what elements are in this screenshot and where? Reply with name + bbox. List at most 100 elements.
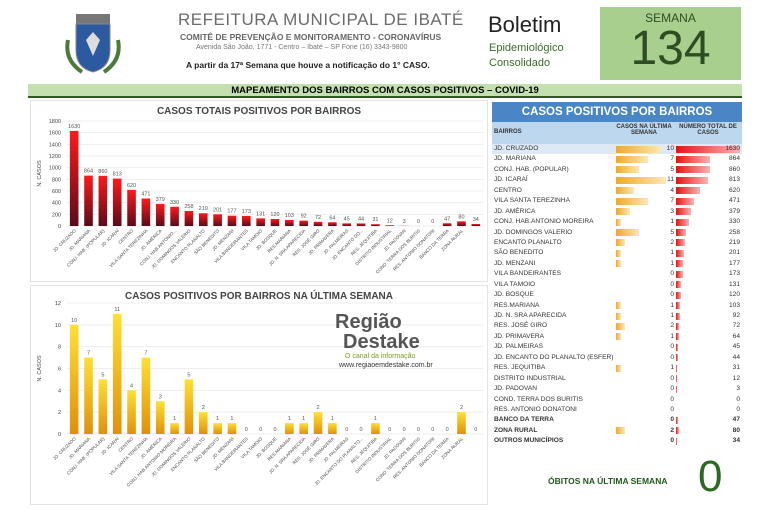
table-row: JD. PRIMAVERA 1 64 [492, 332, 742, 342]
bar [472, 224, 481, 226]
row-name: VILA SANTA TEREZINHA [494, 197, 570, 204]
total-bar [676, 365, 677, 372]
notice: A partir da 17ª Semana que houve a notif… [186, 60, 430, 70]
data-label: 0 [474, 427, 477, 433]
row-week: 7 [652, 197, 674, 204]
table-row: JD. CRUZADO 10 1630 [492, 144, 742, 154]
row-week: 3 [652, 208, 674, 215]
data-label: 201 [213, 207, 222, 213]
row-week: 0 [652, 416, 674, 423]
watermark-logo: Região Destake O canal da informação www… [335, 312, 433, 370]
y-tick-label: 800 [52, 177, 61, 183]
section-banner: MAPEAMENTO DOS BAIRROS COM CASOS POSITIV… [28, 84, 742, 98]
row-name: SÃO BENEDITO [494, 249, 543, 256]
y-tick-label: 1400 [49, 142, 61, 148]
table-row: JD. PADOVAN 0 3 [492, 384, 742, 394]
row-week: 0 [652, 375, 674, 382]
bar [199, 213, 208, 226]
bar [314, 222, 323, 226]
y-tick-label: 2 [58, 410, 61, 416]
table-row: COND. TERRA DOS BURITIS 0 0 [492, 395, 742, 405]
data-label: 10 [71, 318, 77, 324]
total-bar [676, 427, 679, 434]
data-label: 11 [114, 307, 120, 313]
data-label: 0 [417, 219, 420, 225]
deaths-value: 0 [698, 452, 722, 502]
row-total: 92 [712, 312, 740, 319]
y-tick-label: 1200 [49, 154, 61, 160]
y-tick-label: 4 [58, 388, 61, 394]
row-total: 1630 [712, 145, 740, 152]
bulletin-sub1: Epidemiológico [489, 41, 564, 56]
data-label: 0 [259, 427, 262, 433]
bar [385, 225, 394, 226]
row-name: VILA BANDEIRANTES [494, 270, 561, 277]
y-tick-label: 400 [52, 201, 61, 207]
row-name: JD. CRUZADO [494, 145, 538, 152]
row-total: 3 [712, 385, 740, 392]
data-label: 219 [199, 206, 208, 212]
row-name: ZONA RURAL [494, 427, 537, 434]
data-label: 173 [242, 209, 251, 215]
bar [285, 423, 294, 434]
y-tick-label: 0 [58, 432, 61, 438]
data-label: 0 [417, 427, 420, 433]
table-row: OUTROS MUNICÍPIOS 0 34 [492, 436, 742, 446]
row-total: 12 [712, 375, 740, 382]
data-label: 2 [317, 405, 320, 411]
data-label: 45 [344, 216, 350, 222]
data-label: 64 [329, 215, 335, 221]
address: Avenida São João, 1771 - Centro – Ibaté … [196, 44, 407, 51]
total-bar [676, 208, 691, 215]
row-name: JD. ICARAÍ [494, 176, 528, 183]
row-total: 813 [712, 176, 740, 183]
total-bar [676, 302, 680, 309]
bar [457, 221, 466, 226]
table-row: JD. MARIANA 7 864 [492, 154, 742, 164]
table-row: JD. MENZANI 1 177 [492, 259, 742, 269]
row-name: JD. PALMEIRAS [494, 343, 543, 350]
watermark-brand2: Destake [343, 332, 433, 352]
bar [70, 325, 79, 434]
bar [342, 223, 351, 226]
row-total: 201 [712, 249, 740, 256]
bar [213, 423, 222, 434]
row-name: CONJ. HAB. (POPULAR) [494, 166, 569, 173]
row-total: 34 [712, 437, 740, 444]
data-label: 103 [285, 213, 294, 219]
data-label: 12 [387, 218, 393, 224]
bar [371, 423, 380, 434]
row-total: 379 [712, 208, 740, 215]
data-label: 1 [374, 416, 377, 422]
bar [271, 219, 280, 226]
bar [99, 176, 108, 226]
week-number: 134 [600, 25, 741, 73]
total-bar [676, 292, 681, 299]
week-bar [616, 198, 648, 205]
row-name: CONJ. HAB.ANTONIO MOREIRA [494, 218, 594, 225]
row-name: COND. TERRA DOS BURITIS [494, 396, 583, 403]
x-tick-label: SÃO BENEDITO [192, 227, 220, 255]
row-total: 80 [712, 427, 740, 434]
total-bar [676, 354, 678, 361]
week-bar [616, 187, 634, 194]
row-week: 1 [652, 218, 674, 225]
table-header: BAIRROS CASOS NA ÚLTIMA SEMANA NÚMERO TO… [492, 122, 742, 144]
total-bar [676, 166, 710, 173]
row-total: 177 [712, 260, 740, 267]
row-total: 120 [712, 291, 740, 298]
data-label: 5 [187, 372, 190, 378]
data-label: 1 [216, 416, 219, 422]
week-bar [616, 323, 625, 330]
y-tick-label: 600 [52, 189, 61, 195]
bar [170, 207, 179, 226]
total-bar [676, 198, 694, 205]
total-bar [676, 313, 680, 320]
watermark-brand1: Região [335, 312, 433, 332]
table-row: JD. ENCANTO DO PLANALTO (ESFER) 0 44 [492, 353, 742, 363]
total-bar [676, 260, 683, 267]
row-week: 4 [652, 187, 674, 194]
col-total: NÚMERO TOTAL DE CASOS [676, 124, 740, 136]
week-bar [616, 166, 639, 173]
